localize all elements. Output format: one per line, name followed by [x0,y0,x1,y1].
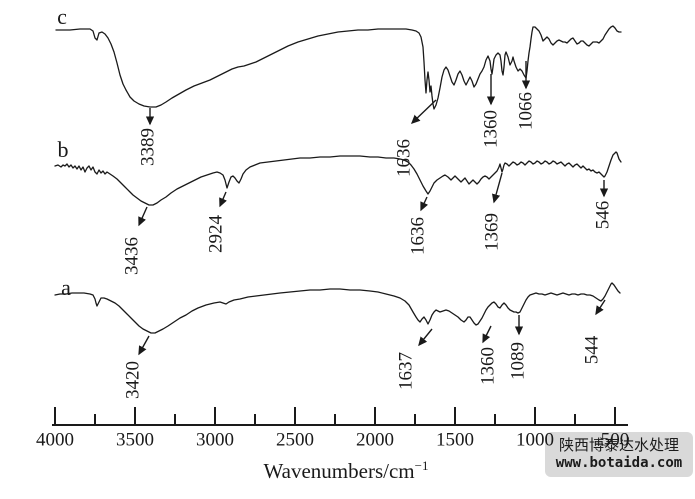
peak-label-b-1636: 1636 [407,217,429,255]
peak-label-a-1360: 1360 [477,347,499,385]
x-axis [52,407,628,426]
peak-label-b-2924: 2924 [205,215,227,253]
tick-label-500: 500 [600,429,630,451]
peak-label-c-1636: 1636 [393,139,415,177]
peak-arrows [138,61,609,356]
peak-arrow-a-1360 [482,325,492,344]
watermark-url: www.botaida.com [555,455,683,472]
peak-arrow-c-1636 [410,99,437,124]
spectrum-curve-c [55,25,622,110]
peak-arrow-b-1636 [420,196,429,212]
peak-arrow-a-544 [595,299,606,316]
tick-label-2000: 2000 [356,429,394,451]
spectrum-curve-a [54,282,621,334]
peak-arrow-a-3420 [138,335,150,356]
peak-label-a-1089: 1089 [507,342,529,380]
peak-label-b-3436: 3436 [121,237,143,275]
peak-label-c-1360: 1360 [480,110,502,148]
x-axis-title: Wavenumbers/cm−1 [264,458,429,484]
series-label-c: c [57,4,67,29]
tick-label-2500: 2500 [276,429,314,451]
tick-label-1000: 1000 [516,429,554,451]
x-axis-title-exponent: −1 [414,458,429,473]
series-label-b: b [57,137,69,162]
spectrum-curve-b [54,151,622,206]
peak-label-c-1066: 1066 [515,92,537,130]
peak-arrow-b-1369 [491,172,503,204]
tick-label-3500: 3500 [116,429,154,451]
peak-arrow-a-1637 [418,328,433,347]
peak-arrow-b-3436 [138,206,148,227]
peak-label-b-1369: 1369 [481,213,503,251]
peak-label-a-544: 544 [581,335,603,365]
x-axis-title-text: Wavenumbers/cm [263,459,415,483]
peak-label-b-546: 546 [592,200,614,230]
tick-label-3000: 3000 [196,429,234,451]
tick-label-1500: 1500 [436,429,474,451]
watermark-cn-text: 陕西博泰达水处理 [558,437,679,455]
peak-label-a-1637: 1637 [395,352,417,390]
series-label-a: a [61,275,71,300]
watermark: 陕西博泰达水处理 www.botaida.com [545,432,693,477]
peak-label-a-3420: 3420 [122,361,144,399]
peak-arrow-b-2924 [219,191,227,208]
tick-label-4000: 4000 [36,429,74,451]
peak-label-c-3389: 3389 [137,128,159,166]
spectra-curves [54,25,622,334]
